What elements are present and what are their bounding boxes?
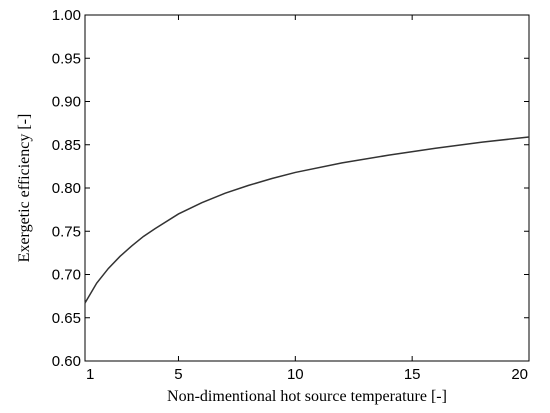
series-line bbox=[84, 136, 530, 304]
y-tick-label: 0.60 bbox=[52, 353, 81, 370]
y-axis-ticks: 0.60 0.65 0.70 0.75 0.80 0.85 0.90 0.95 1.00 bbox=[52, 7, 529, 370]
y-axis-label: Exergetic efficiency [-] bbox=[16, 114, 33, 263]
y-tick-label: 1.00 bbox=[52, 7, 81, 24]
x-tick-label: 5 bbox=[174, 366, 182, 383]
x-tick-label: 1 bbox=[86, 366, 94, 383]
y-tick-label: 0.65 bbox=[52, 310, 81, 327]
y-tick-label: 0.80 bbox=[52, 180, 81, 197]
x-tick-label: 10 bbox=[287, 366, 304, 383]
y-tick-label: 0.75 bbox=[52, 223, 81, 240]
x-axis-ticks: 1 5 10 15 20 bbox=[84, 15, 530, 383]
x-axis-label: Non-dimentional hot source temperature [… bbox=[167, 388, 447, 405]
plot-area-frame bbox=[84, 14, 530, 362]
y-tick-label: 0.85 bbox=[52, 137, 81, 154]
y-tick-label: 0.90 bbox=[52, 94, 81, 111]
x-tick-label: 15 bbox=[404, 366, 421, 383]
y-tick-label: 0.95 bbox=[52, 50, 81, 67]
x-tick-label: 20 bbox=[511, 366, 528, 383]
y-tick-label: 0.70 bbox=[52, 267, 81, 284]
